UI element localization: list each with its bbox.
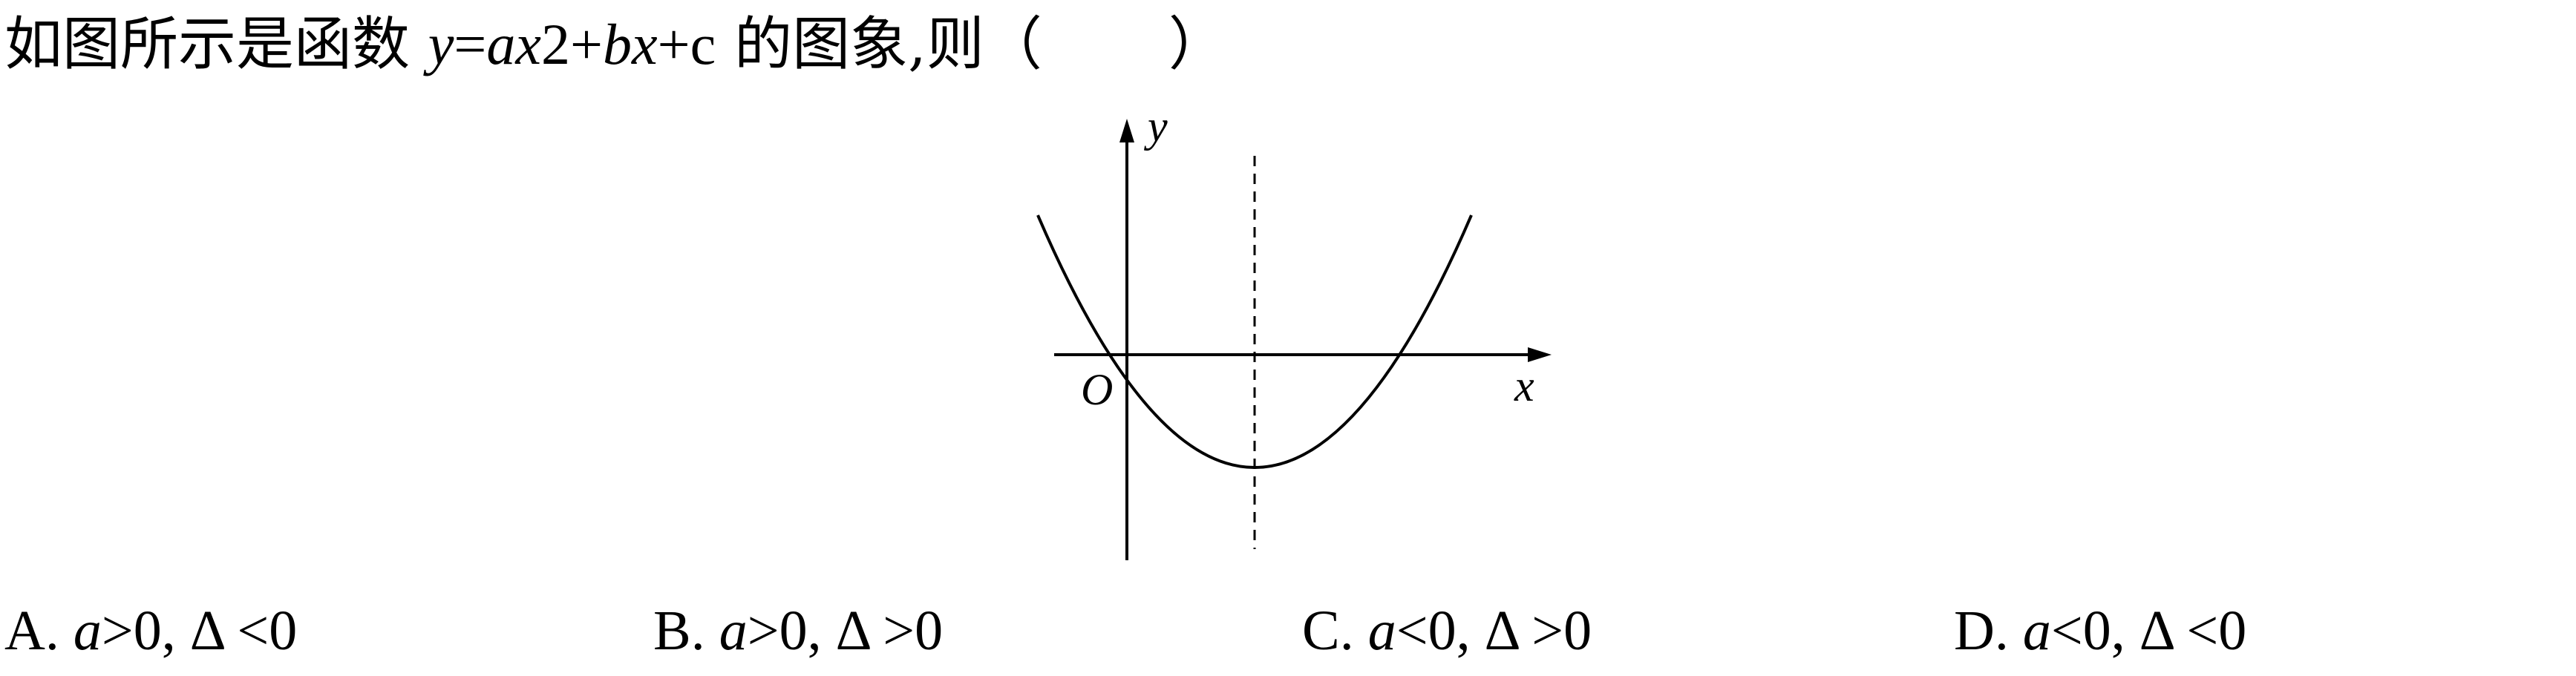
y-axis-label: y [1143,102,1168,151]
option-b-letter: B. [653,600,719,662]
option-d-text: <0, Δ <0 [2050,600,2247,662]
question-suffix: 的图象,则（ [716,11,1042,78]
option-c-letter: C. [1302,600,1368,662]
option-b-text: >0, Δ >0 [747,600,944,662]
exponent-and-plus: 2+ [541,12,604,76]
x-axis-arrow [1528,347,1552,362]
option-d-var: a [2022,600,2051,662]
option-a[interactable]: A. a>0, Δ <0 [4,594,297,668]
option-a-text: >0, Δ <0 [101,600,298,662]
var-a: a [486,12,516,76]
var-x-first: x [515,12,542,76]
var-x-second: x [632,12,658,76]
option-b-var: a [719,600,748,662]
question-text: 如图所示是函数 y=ax2+bx+c 的图象,则（） [4,7,1226,82]
option-d[interactable]: D. a<0, Δ <0 [1954,594,2246,668]
close-paren: ） [1168,11,1226,78]
equals-sign: = [454,12,487,76]
parabola-curve [1036,214,1473,469]
plus-c: +c [657,12,716,76]
var-b: b [603,12,632,76]
option-d-letter: D. [1954,600,2023,662]
option-c-var: a [1367,600,1396,662]
option-b[interactable]: B. a>0, Δ >0 [653,594,943,668]
option-a-letter: A. [4,600,73,662]
x-axis-label: x [1514,361,1534,410]
option-c-text: <0, Δ >0 [1396,600,1592,662]
y-axis-arrow [1119,119,1134,142]
option-a-var: a [73,600,102,662]
origin-label: O [1081,365,1113,414]
option-c[interactable]: C. a<0, Δ >0 [1302,594,1592,668]
question-prefix: 如图所示是函数 [4,11,428,78]
function-expression: y=ax2+bx+c [428,12,716,76]
var-y: y [428,12,454,76]
